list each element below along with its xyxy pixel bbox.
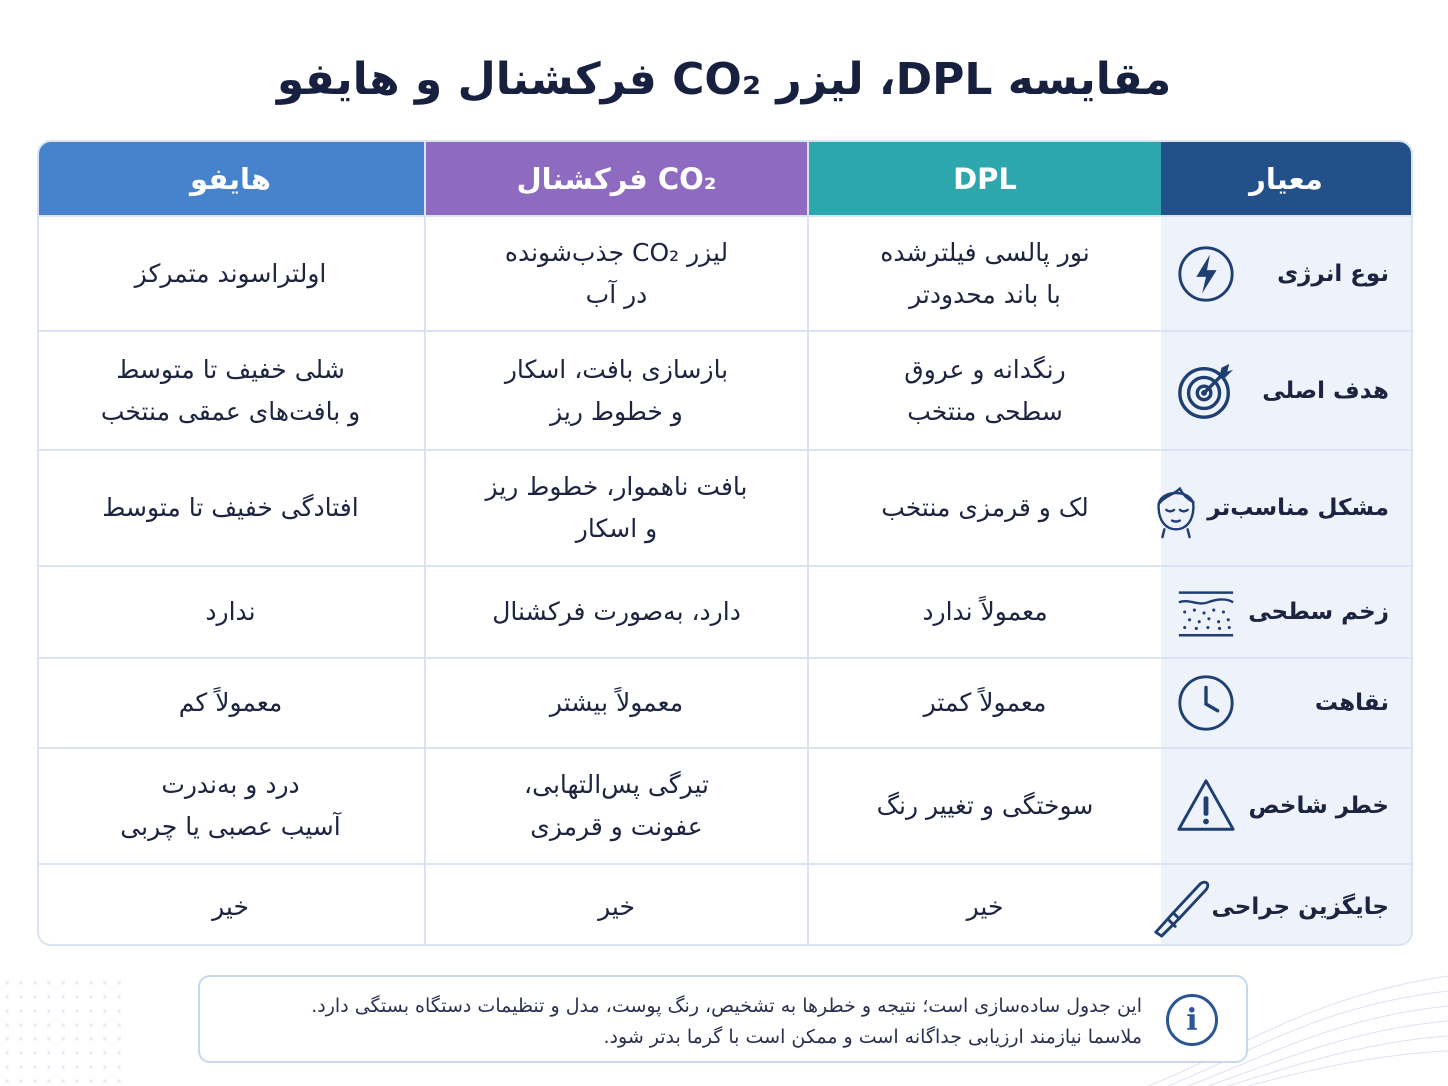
table-row: زخم سطحی معمولاً ندارد دارد، به‌صورت فرکشن… xyxy=(39,565,1411,657)
cell-line: سوختگی و تغییر رنگ xyxy=(876,791,1094,820)
lightning-icon xyxy=(1175,243,1237,305)
cell-line: بافت ناهموار، خطوط ریز xyxy=(485,472,748,501)
note-line: ملاسما نیازمند ارزیابی جداگانه است و ممک… xyxy=(603,1026,1143,1048)
cell-line: درد و به‌ندرت xyxy=(161,770,300,799)
scalpel-icon xyxy=(1150,876,1212,938)
dpl-cell: نور پالسی فیلترشده با باند محدودتر xyxy=(807,217,1161,330)
note-text: این جدول ساده‌سازی است؛ نتیجه و خطرها به… xyxy=(311,991,1142,1053)
table-row: نوع انرژی نور پالسی فیلترشده با باند محدود… xyxy=(39,215,1411,330)
co2-cell: بازسازی بافت، اسکار و خطوط ریز xyxy=(424,332,807,449)
cell-line: دارد، به‌صورت فرکشنال xyxy=(492,597,741,626)
cell-line: تیرگی پس‌التهابی، xyxy=(524,770,709,799)
header-co2: CO₂ فرکشنال xyxy=(424,142,807,215)
table-row: نقاهت معمولاً کمتر معمولاً بیشتر معمولاً کم xyxy=(39,657,1411,747)
co2-cell: معمولاً بیشتر xyxy=(424,659,807,747)
hifu-cell: خیر xyxy=(39,865,424,944)
dpl-cell: رنگدانه و عروق سطحی منتخب xyxy=(807,332,1161,449)
co2-cell: دارد، به‌صورت فرکشنال xyxy=(424,567,807,657)
criteria-label: جایگزین جراحی xyxy=(1211,893,1390,920)
header-hifu: هایفو xyxy=(39,142,424,215)
cell-line: معمولاً کمتر xyxy=(923,688,1047,717)
table-row: هدف اصلی رنگدانه و عروق سطحی منتخب بازسازی … xyxy=(39,330,1411,449)
hifu-cell: شلی خفیف تا متوسط و بافت‌های عمقی منتخب xyxy=(39,332,424,449)
cell-line: نور پالسی فیلترشده xyxy=(880,237,1090,267)
criteria-label: زخم سطحی xyxy=(1248,599,1389,625)
dpl-cell: سوختگی و تغییر رنگ xyxy=(807,749,1161,863)
header-dpl: DPL xyxy=(807,142,1161,215)
warning-icon xyxy=(1175,775,1237,837)
criteria-cell: نوع انرژی xyxy=(1161,217,1411,330)
co2-cell: تیرگی پس‌التهابی، عفونت و قرمزی xyxy=(424,749,807,863)
hifu-cell: معمولاً کم xyxy=(39,659,424,747)
hifu-cell: اولتراسوند متمرکز xyxy=(39,217,424,330)
hifu-cell: افتادگی خفیف تا متوسط xyxy=(39,451,424,565)
dpl-cell: معمولاً کمتر xyxy=(807,659,1161,747)
criteria-label: خطر شاخص xyxy=(1248,793,1389,819)
criteria-label: نقاهت xyxy=(1314,690,1389,716)
cell-line: با باند محدودتر xyxy=(909,279,1061,309)
cell-line: بازسازی بافت، اسکار xyxy=(504,354,729,384)
cell-line: عفونت و قرمزی xyxy=(530,812,703,841)
cell-line: و خطوط ریز xyxy=(550,396,683,426)
table-row: مشکل مناسب‌تر لک و قرمزی منتخب بافت ناهموا… xyxy=(39,449,1411,565)
cell-line: خیر xyxy=(212,891,249,921)
disclaimer-note: i این جدول ساده‌سازی است؛ نتیجه و خطرها … xyxy=(198,975,1248,1063)
cell-line: شلی خفیف تا متوسط xyxy=(116,354,345,384)
cell-line: معمولاً ندارد xyxy=(922,597,1048,626)
dpl-cell: خیر xyxy=(807,865,1161,944)
criteria-label: مشکل مناسب‌تر xyxy=(1207,495,1389,521)
cell-line: و بافت‌های عمقی منتخب xyxy=(100,396,361,426)
table-header-row: معیار DPL CO₂ فرکشنال هایفو xyxy=(39,142,1411,215)
table-row: خطر شاخص سوختگی و تغییر رنگ تیرگی پس‌التها… xyxy=(39,747,1411,863)
cell-line: معمولاً بیشتر xyxy=(549,688,684,717)
criteria-label: هدف اصلی xyxy=(1262,377,1389,404)
cell-line: افتادگی خفیف تا متوسط xyxy=(102,493,359,522)
co2-cell: لیزر CO₂ جذب‌شونده در آب xyxy=(424,217,807,330)
co2-cell: بافت ناهموار، خطوط ریز و اسکار xyxy=(424,451,807,565)
note-line: این جدول ساده‌سازی است؛ نتیجه و خطرها به… xyxy=(311,995,1142,1017)
cell-line: رنگدانه و عروق xyxy=(904,354,1066,384)
hifu-cell: درد و به‌ندرت آسیب عصبی یا چربی xyxy=(39,749,424,863)
header-criteria: معیار xyxy=(1161,142,1411,215)
cell-line: در آب xyxy=(585,279,648,309)
dpl-cell: معمولاً ندارد xyxy=(807,567,1161,657)
cell-line: ندارد xyxy=(205,597,256,626)
cell-line: آسیب عصبی یا چربی xyxy=(120,812,341,841)
table-row: جایگزین جراحی خیر خیر خیر xyxy=(39,863,1411,944)
target-icon xyxy=(1175,360,1237,422)
hifu-cell: ندارد xyxy=(39,567,424,657)
co2-cell: خیر xyxy=(424,865,807,944)
info-icon: i xyxy=(1166,994,1218,1046)
criteria-cell: هدف اصلی xyxy=(1161,332,1411,449)
cell-line: معمولاً کم xyxy=(178,688,283,717)
cell-line: خیر xyxy=(598,891,635,921)
page-title: مقایسه DPL، لیزر CO₂ فرکشنال و هایفو xyxy=(276,54,1172,105)
criteria-cell: مشکل مناسب‌تر xyxy=(1157,451,1411,565)
clock-icon xyxy=(1175,672,1237,734)
cell-line: لیزر CO₂ جذب‌شونده xyxy=(504,237,729,267)
cell-line: خیر xyxy=(966,891,1004,921)
criteria-label: نوع انرژی xyxy=(1277,260,1389,287)
criteria-cell: زخم سطحی xyxy=(1161,567,1411,657)
criteria-cell: خطر شاخص xyxy=(1161,749,1411,863)
dpl-cell: لک و قرمزی منتخب xyxy=(807,451,1161,565)
criteria-cell: جایگزین جراحی xyxy=(1153,865,1411,944)
criteria-cell: نقاهت xyxy=(1161,659,1411,747)
skin-layers-icon xyxy=(1175,581,1237,643)
comparison-table: معیار DPL CO₂ فرکشنال هایفو نوع انرژی نور… xyxy=(37,140,1413,946)
cell-line: اولتراسوند متمرکز xyxy=(134,258,327,288)
decorative-dots xyxy=(0,976,130,1086)
cell-line: و اسکار xyxy=(575,514,658,543)
face-icon xyxy=(1145,477,1207,539)
decorative-waves xyxy=(1148,975,1448,1086)
cell-line: لک و قرمزی منتخب xyxy=(881,493,1089,522)
cell-line: سطحی منتخب xyxy=(907,396,1063,426)
